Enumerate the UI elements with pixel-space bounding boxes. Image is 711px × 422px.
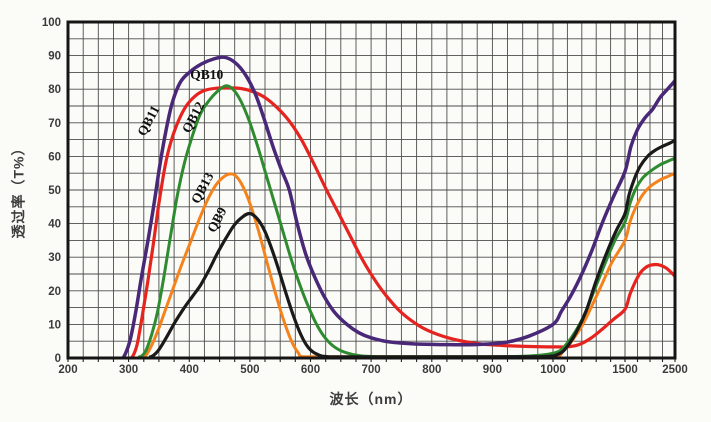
y-tick-label: 80 bbox=[48, 84, 61, 96]
x-tick-label: 500 bbox=[240, 364, 259, 376]
curve-label-qb9: QB9 bbox=[204, 204, 230, 234]
x-tick-label: 2500 bbox=[662, 364, 688, 376]
y-tick-label: 70 bbox=[48, 118, 61, 130]
curve-label-qb12: QB12 bbox=[179, 99, 208, 135]
x-tick-labels: 200 300 400 500 600 700 800 900 1000 1500 2500 bbox=[58, 364, 687, 376]
y-tick-label: 50 bbox=[48, 185, 61, 197]
x-tick-label: 900 bbox=[483, 364, 502, 376]
y-tick-label: 20 bbox=[48, 286, 61, 298]
curve-label-qb10: QB10 bbox=[190, 67, 223, 82]
x-tick-label: 1000 bbox=[540, 364, 566, 376]
x-tick-label: 1500 bbox=[612, 364, 638, 376]
curves-group bbox=[122, 55, 675, 358]
x-axis-title: 波长（nm） bbox=[329, 391, 413, 407]
y-tick-label: 10 bbox=[48, 319, 61, 331]
grid-lines bbox=[67, 21, 676, 362]
x-tick-label: 300 bbox=[119, 364, 138, 376]
plot-frame bbox=[66, 20, 677, 360]
y-tick-label: 30 bbox=[48, 252, 61, 264]
x-tick-label: 700 bbox=[362, 364, 381, 376]
x-tick-label: 800 bbox=[422, 364, 441, 376]
y-axis-title: 透过率（T%） bbox=[10, 140, 27, 239]
curve-qb12 bbox=[138, 84, 675, 358]
curve-qb13 bbox=[142, 171, 675, 358]
y-tick-labels: 0 10 20 30 40 50 60 70 80 90 100 bbox=[42, 17, 61, 365]
curve-label-qb11: QB11 bbox=[134, 103, 163, 139]
x-tick-label: 200 bbox=[58, 364, 77, 376]
y-tick-label: 100 bbox=[42, 17, 61, 29]
x-tick-label: 600 bbox=[301, 364, 320, 376]
y-tick-label: 40 bbox=[48, 219, 61, 231]
y-tick-label: 90 bbox=[48, 51, 61, 63]
curve-qb10 bbox=[130, 86, 675, 358]
y-tick-label: 0 bbox=[55, 353, 61, 365]
x-tick-label: 400 bbox=[180, 364, 199, 376]
y-tick-label: 60 bbox=[48, 151, 61, 163]
curve-qb9 bbox=[148, 138, 675, 358]
curve-qb11 bbox=[122, 55, 675, 358]
